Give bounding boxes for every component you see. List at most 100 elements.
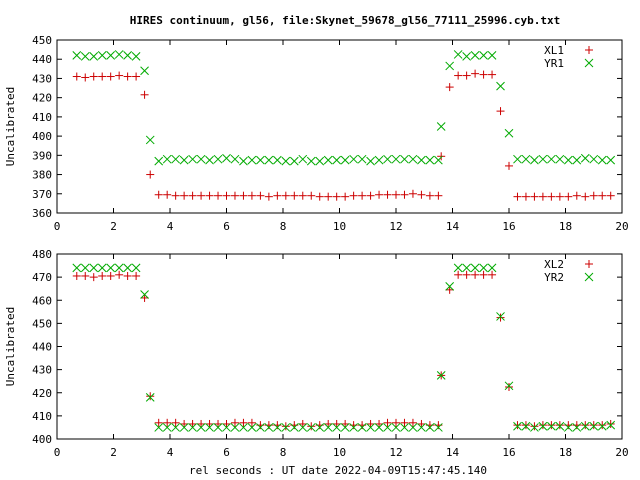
y-tick-label: 420 — [32, 387, 52, 400]
data-point — [496, 312, 505, 321]
data-point — [538, 421, 548, 431]
data-point — [214, 191, 223, 200]
data-point — [555, 154, 565, 164]
data-point — [123, 263, 132, 273]
data-point — [563, 155, 573, 165]
data-point — [572, 155, 582, 165]
data-point — [97, 51, 107, 60]
data-point — [230, 418, 239, 427]
data-point — [505, 382, 513, 391]
data-point — [513, 192, 522, 201]
y-tick-label: 460 — [32, 294, 52, 307]
data-point — [487, 263, 497, 273]
data-point — [521, 421, 530, 430]
y-tick-label: 430 — [32, 72, 52, 85]
data-point — [307, 191, 316, 200]
y-tick-label: 450 — [32, 34, 52, 47]
legend-label: YR2 — [544, 271, 564, 284]
y-tick-label: 410 — [32, 410, 52, 423]
data-point — [436, 122, 446, 131]
data-point — [239, 156, 248, 166]
data-point — [366, 191, 375, 200]
x-tick-label: 2 — [110, 220, 117, 233]
data-point — [564, 192, 573, 201]
series-YR2 — [72, 263, 616, 432]
data-point — [383, 423, 392, 432]
data-point — [230, 423, 240, 432]
data-point — [298, 423, 308, 432]
data-point — [488, 70, 497, 79]
x-tick-label: 20 — [615, 446, 628, 459]
data-point — [505, 161, 513, 170]
data-point — [298, 191, 307, 200]
data-point — [140, 66, 149, 76]
data-point — [597, 421, 607, 431]
data-point — [606, 420, 616, 430]
data-point — [391, 154, 401, 164]
data-point — [264, 423, 274, 432]
legend-label: XL1 — [544, 44, 564, 57]
data-point — [487, 51, 497, 60]
data-point — [290, 191, 299, 200]
x-tick-label: 0 — [54, 220, 61, 233]
data-point — [580, 153, 590, 163]
x-tick-label: 0 — [54, 446, 61, 459]
data-point — [239, 191, 248, 200]
data-point — [247, 191, 256, 200]
data-point — [247, 418, 256, 427]
data-point — [563, 423, 573, 432]
data-point — [72, 72, 81, 81]
data-point — [454, 270, 463, 279]
data-point — [106, 51, 116, 60]
data-point — [453, 50, 463, 59]
y-tick-label: 400 — [32, 433, 52, 446]
y-tick-label: 420 — [32, 92, 52, 105]
data-point — [98, 271, 107, 280]
data-point — [538, 421, 547, 430]
data-point — [281, 156, 291, 166]
data-point — [408, 418, 417, 427]
data-point — [332, 192, 341, 201]
data-point — [471, 69, 480, 78]
x-axis-label: rel seconds : UT date 2022-04-09T15:47:4… — [189, 464, 487, 477]
data-point — [555, 192, 564, 201]
data-point — [496, 313, 505, 322]
data-point — [572, 423, 582, 432]
data-point — [239, 423, 248, 432]
data-point — [205, 155, 214, 165]
data-point — [213, 423, 223, 432]
data-point — [171, 154, 181, 164]
data-point — [445, 83, 454, 92]
data-point — [358, 191, 367, 200]
data-point — [272, 155, 282, 165]
data-point — [162, 423, 172, 432]
data-point — [72, 263, 82, 273]
x-tick-label: 8 — [280, 446, 287, 459]
data-point — [445, 282, 455, 291]
data-point — [123, 271, 132, 280]
data-point — [349, 423, 358, 432]
data-point — [230, 154, 240, 164]
data-point — [504, 128, 514, 138]
data-point — [307, 422, 316, 431]
data-point — [123, 72, 132, 81]
data-point — [470, 263, 480, 273]
data-point — [580, 421, 590, 431]
chart-title: HIRES continuum, gl56, file:Skynet_59678… — [130, 14, 560, 27]
data-point — [230, 191, 239, 200]
data-point — [115, 71, 124, 80]
data-point — [341, 192, 350, 201]
data-point — [315, 192, 324, 201]
data-point — [171, 423, 181, 432]
data-point — [521, 421, 531, 431]
data-point — [154, 423, 164, 432]
x-tick-label: 20 — [615, 220, 628, 233]
data-point — [555, 421, 564, 430]
data-point — [145, 135, 155, 145]
data-point — [470, 51, 480, 60]
y-tick-label: 430 — [32, 364, 52, 377]
data-point — [106, 263, 116, 273]
data-point — [89, 263, 99, 273]
